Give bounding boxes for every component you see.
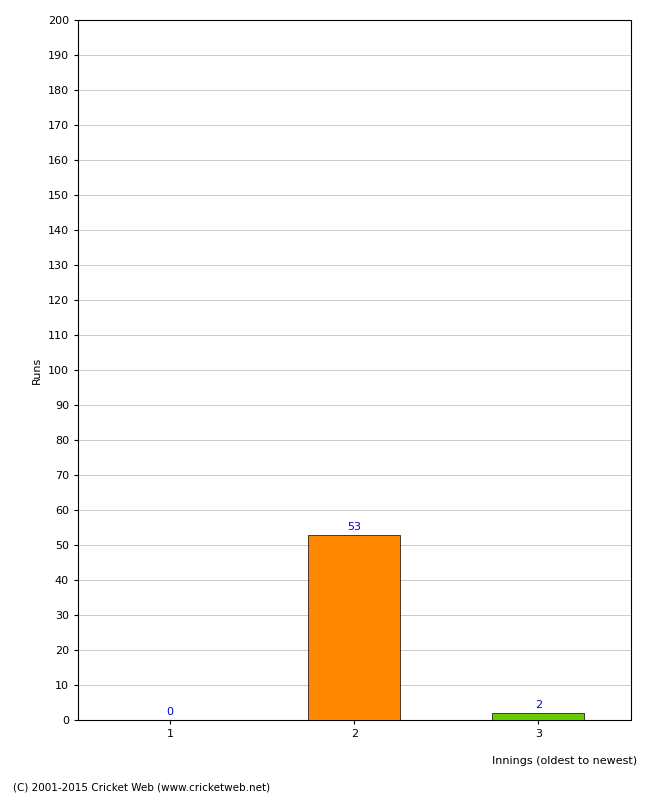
Text: Innings (oldest to newest): Innings (oldest to newest) <box>492 756 637 766</box>
Bar <box>493 713 584 720</box>
Text: 53: 53 <box>347 522 361 532</box>
Bar <box>308 534 400 720</box>
Text: (C) 2001-2015 Cricket Web (www.cricketweb.net): (C) 2001-2015 Cricket Web (www.cricketwe… <box>13 782 270 792</box>
Text: 2: 2 <box>535 700 542 710</box>
Text: 0: 0 <box>166 707 174 718</box>
Y-axis label: Runs: Runs <box>32 356 42 384</box>
